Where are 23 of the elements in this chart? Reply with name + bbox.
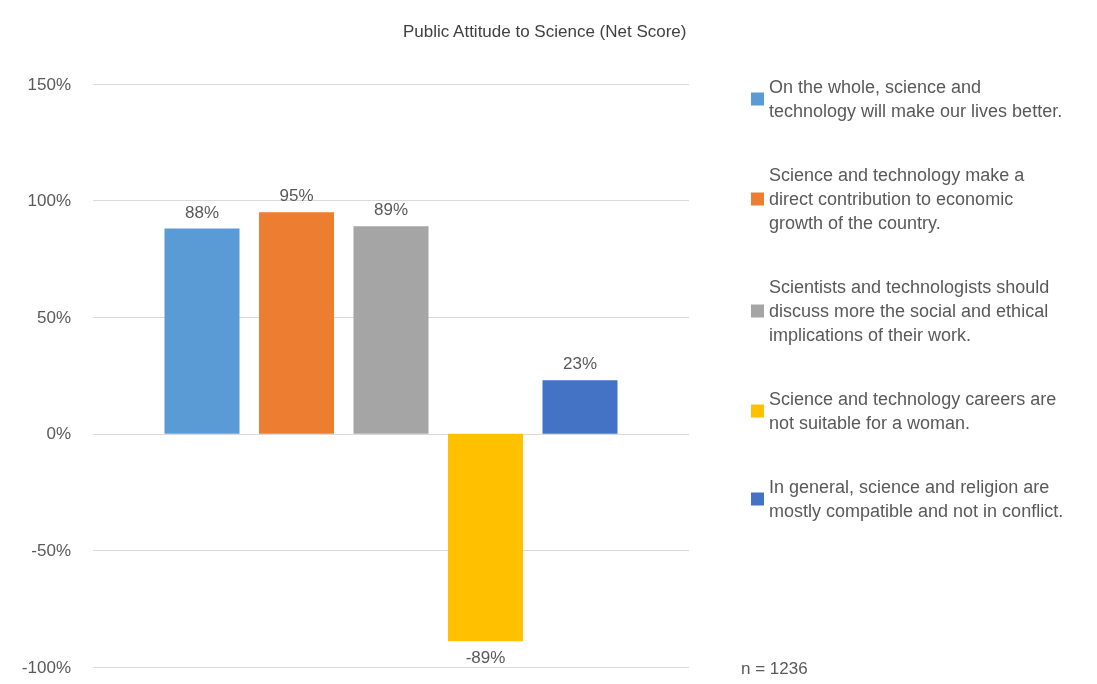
bar [542, 380, 618, 434]
bar [164, 228, 240, 434]
text: n = 1236 [741, 659, 808, 678]
y-tick-label: 50% [36, 307, 71, 327]
y-tick-label: -50% [31, 540, 71, 560]
legend-label: Science and technology make a direct contribution to economic growth of the country. [769, 165, 1030, 233]
y-tick-label: 150% [27, 74, 71, 94]
data-label: 88% [184, 202, 220, 222]
legend-label: On the whole, science and technology will make our lives better. [769, 77, 1063, 121]
chart-title: Public Attitude to Science (Net Score) [403, 22, 687, 41]
bar [259, 212, 334, 434]
bar [448, 433, 523, 642]
legend-label: Science and technology careers are not suitable for a woman. [769, 389, 1062, 433]
legend-label: Scientists and technologists should discuss more the social and ethical implications of their work. [769, 277, 1055, 345]
legend-label: In general, science and religion are mostly compatible and not in conflict. [769, 477, 1064, 521]
bar [353, 226, 429, 434]
y-tick-label: 100% [27, 191, 71, 211]
y-tick-label: -100% [21, 657, 71, 677]
y-tick-label: 0% [46, 424, 71, 444]
data-label: 95% [279, 186, 314, 206]
data-label: -89% [465, 648, 506, 668]
data-label: 89% [373, 200, 409, 220]
data-label: 23% [562, 354, 598, 374]
